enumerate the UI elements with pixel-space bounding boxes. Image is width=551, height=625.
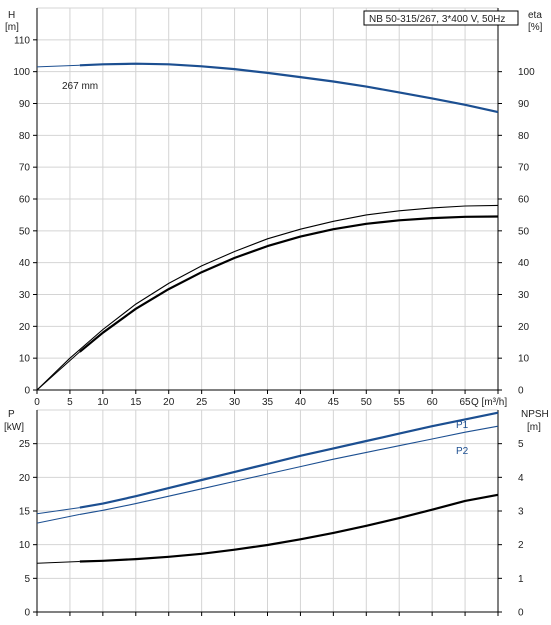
series-1-2-extension xyxy=(36,561,80,564)
right-tick-label: 2 xyxy=(518,540,524,551)
chart-title: NB 50-315/267, 3*400 V, 50Hz xyxy=(369,14,505,25)
series-0-0-extension xyxy=(36,64,80,68)
lower-right-axis-symbol: NPSH xyxy=(521,409,549,420)
x-tick-label: 40 xyxy=(295,397,307,408)
right-tick-label: 90 xyxy=(518,99,530,110)
series-1-1-extension xyxy=(36,513,80,524)
right-tick-label: 1 xyxy=(518,574,524,585)
lower-series xyxy=(36,411,499,564)
x-axis-label: Q [m³/h] xyxy=(471,397,507,408)
left-tick-label: 50 xyxy=(19,226,31,237)
right-tick-label: 100 xyxy=(518,67,535,78)
x-tick-label: 45 xyxy=(328,397,340,408)
x-tick-label: 10 xyxy=(97,397,109,408)
series-1-1-line xyxy=(79,425,499,515)
x-tick-label: 65 xyxy=(460,397,472,408)
series-0-0-line xyxy=(79,62,499,114)
series-1-0-line xyxy=(79,411,499,509)
upper-tick-labels: 0 5 10 15 20 25 30 35 40 45 50 55 60 65 0 10 20 30 40 50 60 7… xyxy=(13,35,535,408)
left-tick-label: 60 xyxy=(19,195,31,206)
power-npsh-panel: 0 5 10 15 20 25 0 1 2 3 4 5 P [kW] NPSH [m] P1 P2 xyxy=(4,409,549,619)
title-box xyxy=(363,10,519,26)
x-tick-label: 55 xyxy=(394,397,406,408)
x-tick-label: 50 xyxy=(361,397,373,408)
right-tick-label: 0 xyxy=(518,386,524,397)
x-tick-label: 60 xyxy=(427,397,439,408)
left-tick-label: 20 xyxy=(19,473,31,484)
left-tick-label: 25 xyxy=(19,439,31,450)
left-tick-label: 30 xyxy=(19,290,31,301)
x-tick-label: 30 xyxy=(229,397,241,408)
lower-left-axis-symbol: P xyxy=(8,409,15,420)
left-tick-label: 0 xyxy=(24,386,30,397)
right-tick-label: 3 xyxy=(518,507,524,518)
lower-tick-labels: 0 5 10 15 20 25 0 1 2 3 4 5 xyxy=(19,439,524,618)
right-tick-label: 10 xyxy=(518,354,530,365)
left-tick-label: 110 xyxy=(14,35,30,46)
series-label-267mm: 267 mm xyxy=(62,81,98,92)
upper-left-axis-unit: [m] xyxy=(5,22,19,33)
x-tick-label: 5 xyxy=(67,397,73,408)
left-tick-label: 10 xyxy=(19,354,31,365)
right-tick-label: 40 xyxy=(518,258,530,269)
left-tick-label: 20 xyxy=(19,322,31,333)
series-label-p2: P2 xyxy=(456,446,469,457)
series-1-2-line xyxy=(79,493,499,563)
right-tick-label: 30 xyxy=(518,290,530,301)
right-tick-label: 80 xyxy=(518,131,530,142)
head-efficiency-panel: 0 5 10 15 20 25 30 35 40 45 50 55 60 65 0 10 20 30 40 50 60 7… xyxy=(5,7,543,408)
upper-axes xyxy=(33,8,502,394)
series-1-0-extension xyxy=(36,507,80,515)
left-tick-label: 70 xyxy=(19,163,31,174)
right-tick-label: 0 xyxy=(518,608,524,619)
series-0-2-line xyxy=(36,204,499,391)
right-tick-label: 20 xyxy=(518,322,530,333)
right-tick-label: 4 xyxy=(518,473,524,484)
upper-left-axis-symbol: H xyxy=(8,10,15,21)
left-tick-label: 5 xyxy=(24,574,30,585)
upper-right-axis-symbol: eta xyxy=(528,10,542,21)
left-tick-label: 90 xyxy=(19,99,31,110)
right-tick-label: 70 xyxy=(518,163,530,174)
upper-right-axis-unit: [%] xyxy=(528,22,543,33)
left-tick-label: 10 xyxy=(19,540,31,551)
lower-left-axis-unit: [kW] xyxy=(4,422,24,433)
left-tick-label: 40 xyxy=(19,258,31,269)
right-tick-label: 5 xyxy=(518,439,524,450)
left-tick-label: 0 xyxy=(24,608,30,619)
series-0-1-line xyxy=(79,215,499,353)
upper-series xyxy=(36,62,499,391)
lower-axes xyxy=(33,410,502,616)
lower-right-axis-unit: [m] xyxy=(527,422,541,433)
right-tick-label: 50 xyxy=(518,226,530,237)
x-tick-label: 20 xyxy=(163,397,175,408)
left-tick-label: 15 xyxy=(19,507,31,518)
x-tick-label: 0 xyxy=(34,397,40,408)
x-tick-label: 35 xyxy=(262,397,274,408)
x-tick-label: 15 xyxy=(130,397,142,408)
series-label-p1: P1 xyxy=(456,420,469,431)
left-tick-label: 100 xyxy=(13,67,30,78)
right-tick-label: 60 xyxy=(518,195,530,206)
left-tick-label: 80 xyxy=(19,131,31,142)
x-tick-label: 25 xyxy=(196,397,208,408)
